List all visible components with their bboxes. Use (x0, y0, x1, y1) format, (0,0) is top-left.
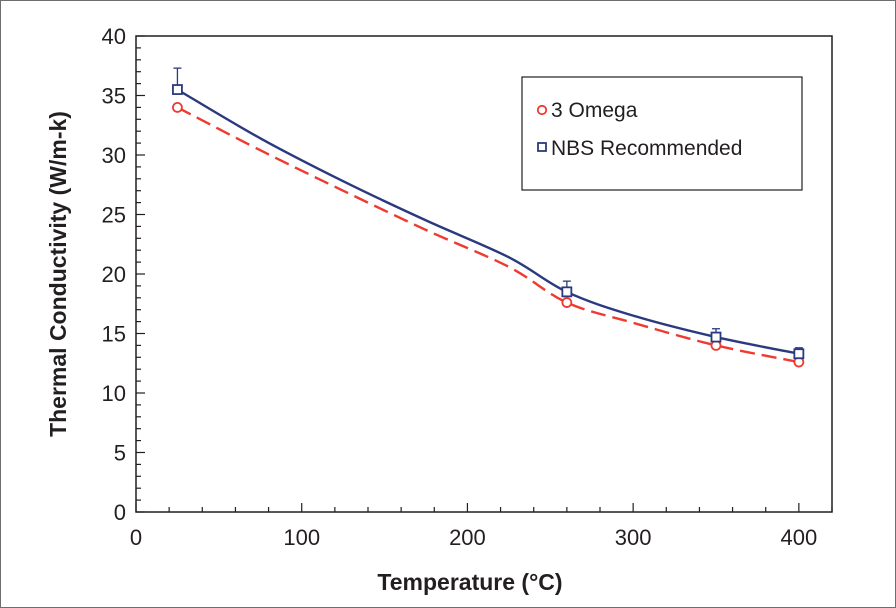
y-axis-title: Thermal Conductivity (W/m-k) (45, 111, 71, 437)
x-tick-label: 400 (780, 525, 817, 550)
nbs-recommended-point (793, 348, 805, 360)
legend-marker-3-omega (536, 104, 548, 116)
nbs-recommended-curve (176, 88, 800, 355)
y-tick-label: 40 (102, 24, 126, 49)
3-omega-point (561, 297, 573, 308)
fit-curves (176, 88, 800, 364)
y-tick-label: 10 (102, 381, 126, 406)
x-tick-label: 300 (615, 525, 652, 550)
legend: 3 Omega NBS Recommended (521, 76, 803, 191)
data-points (172, 84, 805, 368)
y-tick-label: 25 (102, 203, 126, 228)
x-axis-title: Temperature (°C) (377, 569, 562, 595)
legend-box (521, 76, 803, 191)
x-tick-label: 0 (130, 525, 142, 550)
nbs-recommended-point (561, 286, 573, 298)
3-omega-point (172, 102, 183, 113)
legend-label-3-omega: 3 Omega (551, 99, 638, 122)
y-tick-label: 15 (102, 322, 126, 347)
x-tick-label: 100 (283, 525, 320, 550)
y-tick-label: 5 (114, 441, 126, 466)
3-omega-curve (176, 106, 800, 364)
nbs-recommended-point (172, 84, 183, 95)
legend-label-nbs-recommended: NBS Recommended (551, 137, 742, 160)
x-tick-label: 200 (449, 525, 486, 550)
y-tick-label: 35 (102, 84, 126, 109)
axis-ticks (135, 35, 833, 513)
y-tick-label: 20 (102, 262, 126, 287)
y-tick-label: 30 (102, 143, 126, 168)
y-tick-label: 0 (114, 500, 126, 525)
tick-labels: 0 100 200 300 400 0 5 10 15 20 25 30 35 40 (102, 24, 818, 550)
nbs-recommended-point (710, 331, 722, 343)
legend-marker-nbs-recommended (537, 142, 547, 152)
